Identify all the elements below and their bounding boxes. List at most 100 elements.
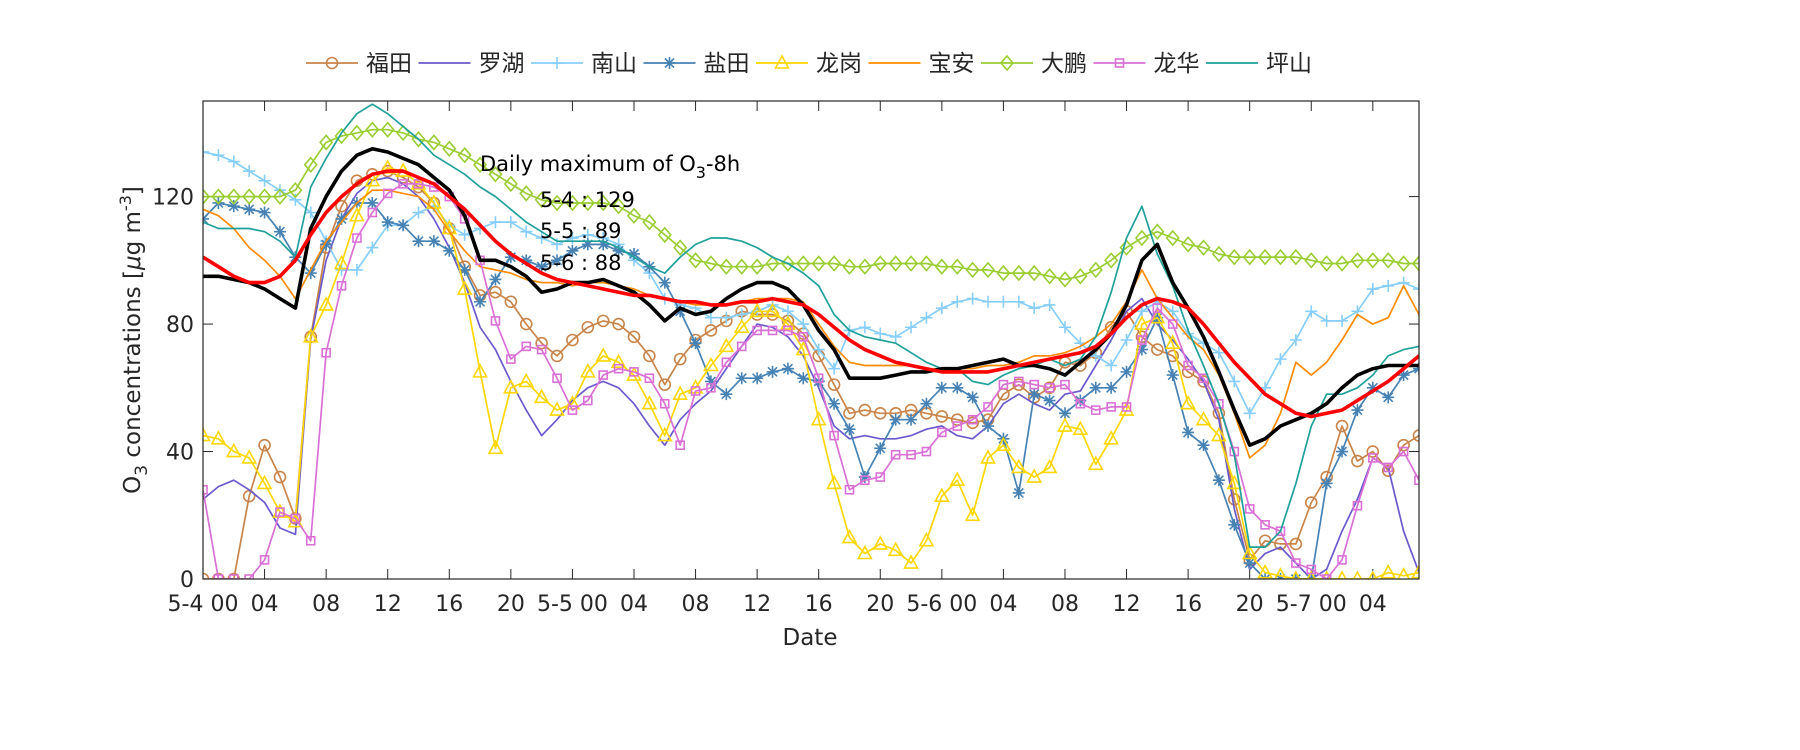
data-point: [227, 155, 240, 168]
data-point: [275, 507, 285, 517]
data-point: [1075, 398, 1086, 409]
data-point: [860, 475, 870, 486]
data-point: [474, 295, 487, 308]
legend-item: 坪山: [1206, 51, 1312, 77]
x-tick-label: 20: [1236, 592, 1264, 617]
series-layer: [203, 103, 1419, 579]
data-point: [1151, 343, 1164, 356]
data-point: [320, 238, 333, 251]
data-point: [566, 244, 579, 257]
data-point: [1320, 314, 1333, 327]
data-point: [721, 357, 732, 368]
data-point: [227, 200, 240, 213]
series-line: [203, 103, 1419, 548]
data-point: [1072, 420, 1089, 436]
data-point: [303, 156, 318, 173]
data-point: [813, 373, 824, 384]
data-point: [1166, 369, 1179, 382]
data-point: [1214, 398, 1224, 409]
data-point: [1058, 321, 1071, 334]
data-point: [674, 305, 687, 318]
data-point: [858, 471, 871, 484]
data-point: [720, 311, 733, 324]
x-tick-label: 16: [1174, 592, 1202, 617]
data-point: [259, 555, 270, 565]
series-line: [203, 176, 1419, 579]
data-point: [1396, 255, 1411, 272]
data-point: [334, 127, 349, 145]
data-point: [1411, 563, 1419, 579]
x-tick-label: 08: [682, 592, 710, 617]
daily-max-annotation: Daily maximum of O3-8h 5-4 : 129 5-5 : 8…: [480, 152, 740, 275]
data-point: [982, 295, 995, 308]
data-point: [857, 544, 873, 560]
data-point: [951, 295, 964, 308]
legend-marker: [663, 57, 676, 69]
legend-item: 龙华: [1093, 51, 1200, 77]
data-point: [473, 156, 488, 173]
data-point: [1398, 446, 1409, 457]
y-tick-label: 40: [166, 441, 194, 466]
plot-area: [234, 116, 1637, 667]
data-point: [842, 258, 857, 275]
data-point: [305, 535, 316, 546]
data-point: [1337, 555, 1347, 565]
x-tick-label: 12: [1113, 592, 1141, 617]
legend-item: 盐田: [643, 51, 750, 77]
data-point: [735, 372, 748, 385]
data-point: [1150, 223, 1165, 240]
data-point: [503, 379, 519, 394]
legend-item: 宝安: [868, 51, 975, 77]
data-point: [675, 440, 685, 450]
x-tick-label: 04: [251, 592, 279, 617]
data-point: [995, 436, 1012, 451]
data-point: [967, 414, 978, 425]
data-point: [335, 263, 348, 276]
data-point: [610, 353, 627, 369]
data-point: [919, 255, 934, 272]
data-point: [841, 528, 858, 544]
data-point: [1368, 570, 1378, 579]
data-point: [703, 255, 719, 272]
data-point: [921, 446, 932, 457]
y-tick-label: 80: [166, 313, 194, 338]
series-station-8: [203, 103, 1419, 548]
x-tick-label: 5-6 00: [906, 592, 977, 617]
series-line: [203, 169, 1419, 419]
data-point: [873, 406, 887, 420]
data-point: [288, 181, 303, 199]
data-point: [888, 255, 903, 272]
data-point: [1334, 255, 1350, 272]
data-point: [1041, 458, 1058, 474]
data-point: [1319, 255, 1334, 272]
data-point: [1306, 564, 1317, 575]
x-tick-label: 08: [312, 592, 340, 617]
data-point: [583, 395, 593, 406]
data-point: [225, 442, 242, 458]
data-point: [874, 327, 887, 340]
data-point: [1351, 404, 1364, 417]
data-point: [1106, 402, 1116, 412]
data-point: [998, 379, 1009, 390]
data-point: [1260, 520, 1270, 530]
data-point: [951, 381, 964, 394]
data-point: [980, 261, 996, 279]
data-point: [1212, 474, 1225, 487]
data-point: [397, 219, 410, 232]
data-point: [1288, 248, 1303, 266]
data-point: [1335, 419, 1349, 433]
data-point: [412, 235, 425, 248]
data-point: [812, 343, 825, 356]
data-point: [1382, 279, 1395, 292]
data-point: [644, 373, 655, 384]
data-point: [504, 216, 517, 229]
data-point: [1226, 474, 1243, 490]
data-point: [398, 179, 408, 189]
data-point: [243, 203, 256, 216]
data-point: [873, 255, 888, 272]
x-tick-label: 16: [805, 592, 833, 617]
data-point: [1304, 252, 1319, 269]
data-point: [319, 134, 334, 151]
data-point: [874, 442, 887, 455]
data-point: [964, 506, 981, 522]
